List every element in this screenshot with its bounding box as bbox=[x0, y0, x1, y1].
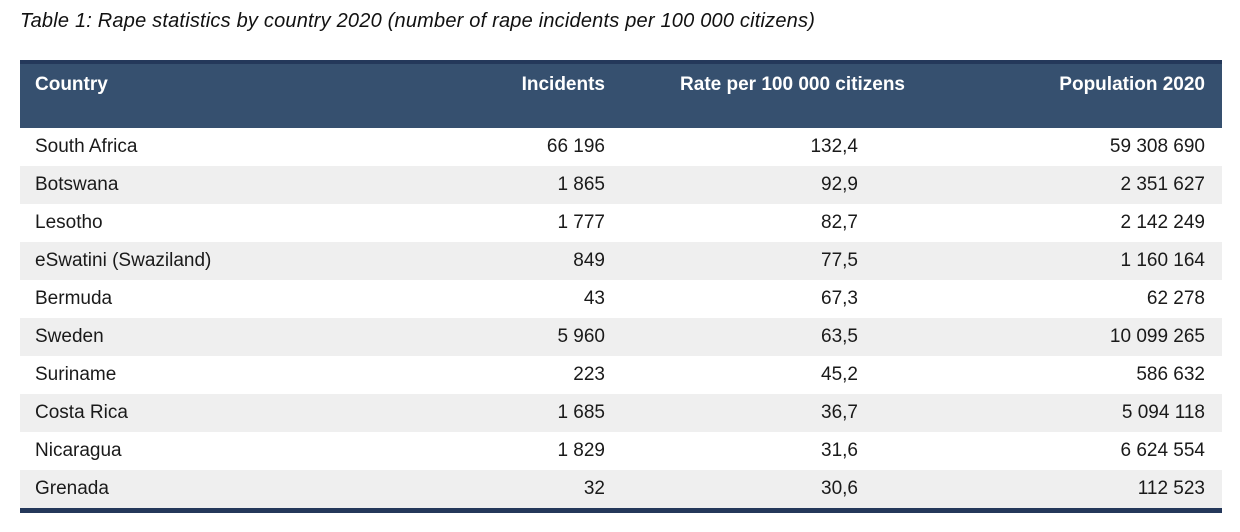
table-caption: Table 1: Rape statistics by country 2020… bbox=[20, 10, 816, 32]
incidents-cell: 1 829 bbox=[557, 440, 605, 461]
population-cell: 62 278 bbox=[1146, 288, 1205, 309]
table-row: South Africa 66 196 132,4 59 308 690 bbox=[20, 128, 1222, 166]
country-cell: eSwatini (Swaziland) bbox=[35, 250, 212, 271]
rate-cell: 30,6 bbox=[821, 478, 858, 499]
incidents-cell: 66 196 bbox=[546, 136, 605, 157]
country-cell: Suriname bbox=[35, 364, 117, 385]
table-header-row: Country Incidents Rate per 100 000 citiz… bbox=[20, 64, 1222, 128]
rate-cell: 92,9 bbox=[821, 174, 858, 195]
rate-cell: 77,5 bbox=[821, 250, 858, 271]
table-row: Nicaragua 1 829 31,6 6 624 554 bbox=[20, 432, 1222, 470]
incidents-cell: 5 960 bbox=[557, 326, 605, 347]
rate-cell: 132,4 bbox=[810, 136, 858, 157]
rate-cell: 82,7 bbox=[821, 212, 858, 233]
country-cell: Bermuda bbox=[35, 288, 113, 309]
population-cell: 2 351 627 bbox=[1120, 174, 1205, 195]
incidents-cell: 1 777 bbox=[557, 212, 605, 233]
population-cell: 59 308 690 bbox=[1109, 136, 1205, 157]
population-cell: 6 624 554 bbox=[1120, 440, 1205, 461]
population-cell: 586 632 bbox=[1136, 364, 1205, 385]
population-cell: 112 523 bbox=[1137, 478, 1205, 499]
population-cell: 2 142 249 bbox=[1120, 212, 1205, 233]
table-body: South Africa 66 196 132,4 59 308 690 Bot… bbox=[20, 128, 1222, 508]
population-cell: 5 094 118 bbox=[1121, 402, 1205, 423]
incidents-cell: 1 865 bbox=[557, 174, 605, 195]
table-row: Botswana 1 865 92,9 2 351 627 bbox=[20, 166, 1222, 204]
table-row: Grenada 32 30,6 112 523 bbox=[20, 470, 1222, 508]
col-header-incidents: Incidents bbox=[521, 74, 605, 95]
population-cell: 10 099 265 bbox=[1109, 326, 1205, 347]
incidents-cell: 849 bbox=[573, 250, 605, 271]
table-row: Lesotho 1 777 82,7 2 142 249 bbox=[20, 204, 1222, 242]
country-cell: South Africa bbox=[35, 136, 138, 157]
statistics-table: Country Incidents Rate per 100 000 citiz… bbox=[20, 60, 1222, 513]
col-header-country: Country bbox=[35, 74, 108, 95]
col-header-population: Population 2020 bbox=[1059, 74, 1205, 95]
incidents-cell: 43 bbox=[583, 288, 605, 309]
country-cell: Grenada bbox=[35, 478, 109, 499]
country-cell: Sweden bbox=[35, 326, 104, 347]
incidents-cell: 1 685 bbox=[557, 402, 605, 423]
rate-cell: 36,7 bbox=[821, 402, 858, 423]
incidents-cell: 32 bbox=[583, 478, 605, 499]
table-row: Bermuda 43 67,3 62 278 bbox=[20, 280, 1222, 318]
population-cell: 1 160 164 bbox=[1120, 250, 1205, 271]
table-row: Sweden 5 960 63,5 10 099 265 bbox=[20, 318, 1222, 356]
rate-cell: 67,3 bbox=[821, 288, 858, 309]
table-row: Suriname 223 45,2 586 632 bbox=[20, 356, 1222, 394]
country-cell: Lesotho bbox=[35, 212, 103, 233]
table-row: eSwatini (Swaziland) 849 77,5 1 160 164 bbox=[20, 242, 1222, 280]
rate-cell: 31,6 bbox=[821, 440, 858, 461]
table-row: Costa Rica 1 685 36,7 5 094 118 bbox=[20, 394, 1222, 432]
country-cell: Botswana bbox=[35, 174, 119, 195]
rate-cell: 45,2 bbox=[821, 364, 858, 385]
rate-cell: 63,5 bbox=[821, 326, 858, 347]
country-cell: Nicaragua bbox=[35, 440, 122, 461]
incidents-cell: 223 bbox=[573, 364, 605, 385]
country-cell: Costa Rica bbox=[35, 402, 128, 423]
col-header-rate: Rate per 100 000 citizens bbox=[680, 74, 905, 95]
